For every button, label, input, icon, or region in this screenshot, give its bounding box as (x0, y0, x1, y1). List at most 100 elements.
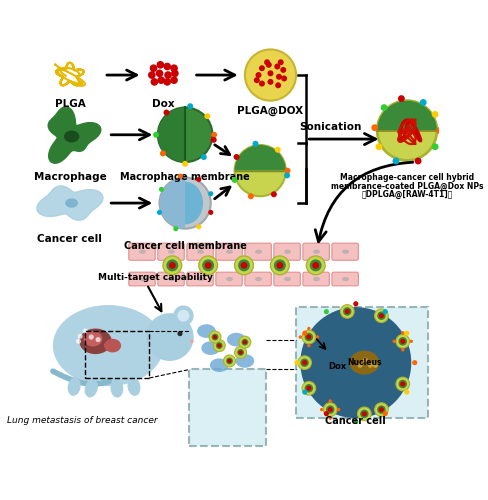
Circle shape (227, 359, 232, 363)
Ellipse shape (284, 250, 291, 254)
Circle shape (404, 390, 409, 394)
Circle shape (248, 194, 254, 200)
Circle shape (151, 78, 158, 86)
Wedge shape (158, 108, 185, 162)
Circle shape (226, 358, 233, 364)
Circle shape (285, 168, 290, 173)
Circle shape (306, 334, 311, 340)
Circle shape (399, 380, 407, 388)
Circle shape (163, 62, 171, 70)
Ellipse shape (168, 250, 175, 254)
Circle shape (212, 334, 219, 340)
Circle shape (187, 103, 193, 109)
Circle shape (171, 70, 179, 77)
Circle shape (196, 177, 202, 182)
Circle shape (208, 210, 213, 215)
Circle shape (300, 358, 309, 367)
Circle shape (302, 390, 307, 394)
Circle shape (327, 407, 333, 412)
Circle shape (216, 342, 223, 349)
Ellipse shape (104, 339, 121, 352)
Ellipse shape (197, 277, 204, 281)
FancyBboxPatch shape (296, 307, 428, 418)
Text: Macrophage-cancer cell hybrid: Macrophage-cancer cell hybrid (340, 173, 474, 182)
Circle shape (274, 260, 286, 272)
Circle shape (275, 82, 281, 88)
Circle shape (343, 307, 351, 316)
Circle shape (217, 344, 222, 347)
Circle shape (396, 334, 409, 348)
Circle shape (159, 187, 164, 192)
Circle shape (284, 172, 290, 178)
Ellipse shape (342, 250, 349, 254)
Circle shape (306, 256, 325, 274)
Circle shape (157, 210, 162, 215)
Circle shape (415, 158, 422, 164)
Circle shape (211, 137, 217, 143)
Circle shape (267, 70, 273, 76)
Circle shape (400, 382, 406, 386)
Circle shape (239, 350, 243, 354)
Circle shape (213, 335, 217, 339)
FancyBboxPatch shape (129, 243, 155, 260)
Text: Multi-target capability: Multi-target capability (98, 274, 213, 282)
Ellipse shape (53, 305, 164, 386)
FancyBboxPatch shape (216, 272, 243, 286)
FancyBboxPatch shape (216, 243, 243, 260)
Polygon shape (37, 186, 103, 220)
Circle shape (436, 127, 443, 134)
Circle shape (156, 70, 163, 77)
Ellipse shape (255, 250, 262, 254)
Circle shape (307, 327, 310, 330)
Circle shape (78, 334, 82, 339)
Ellipse shape (83, 331, 102, 346)
Circle shape (243, 340, 247, 344)
Circle shape (259, 65, 265, 71)
Circle shape (320, 408, 324, 412)
Circle shape (205, 262, 212, 269)
Text: Cancer cell: Cancer cell (325, 416, 386, 426)
Circle shape (237, 349, 244, 356)
Ellipse shape (139, 250, 146, 254)
Circle shape (358, 407, 371, 420)
Ellipse shape (313, 250, 320, 254)
Circle shape (399, 337, 407, 345)
Circle shape (178, 331, 183, 336)
Circle shape (276, 74, 282, 80)
Circle shape (245, 50, 296, 100)
Circle shape (252, 140, 259, 146)
FancyBboxPatch shape (158, 243, 184, 260)
Circle shape (196, 224, 202, 230)
Circle shape (310, 260, 322, 272)
Circle shape (324, 411, 329, 416)
Ellipse shape (127, 377, 141, 396)
Text: Macrophage membrane: Macrophage membrane (120, 172, 250, 182)
Circle shape (170, 64, 178, 72)
Text: membrance-coated PLGA@Dox NPs: membrance-coated PLGA@Dox NPs (331, 182, 483, 191)
Ellipse shape (227, 333, 246, 346)
Circle shape (160, 150, 166, 156)
Circle shape (182, 161, 188, 167)
FancyBboxPatch shape (158, 272, 184, 286)
Circle shape (379, 407, 384, 412)
Circle shape (163, 110, 169, 116)
Circle shape (353, 301, 358, 306)
Ellipse shape (65, 198, 78, 208)
Circle shape (266, 62, 272, 68)
Ellipse shape (197, 250, 204, 254)
Ellipse shape (68, 377, 81, 396)
Text: Sonication: Sonication (299, 122, 362, 132)
Circle shape (312, 262, 319, 269)
Circle shape (373, 362, 378, 368)
Circle shape (271, 192, 277, 198)
Circle shape (368, 362, 373, 368)
Circle shape (400, 339, 406, 344)
Circle shape (213, 340, 225, 351)
Circle shape (178, 174, 183, 178)
Circle shape (345, 309, 350, 314)
Circle shape (153, 132, 159, 138)
Circle shape (254, 77, 260, 83)
Ellipse shape (139, 277, 146, 281)
Circle shape (341, 304, 354, 318)
Ellipse shape (349, 350, 379, 374)
